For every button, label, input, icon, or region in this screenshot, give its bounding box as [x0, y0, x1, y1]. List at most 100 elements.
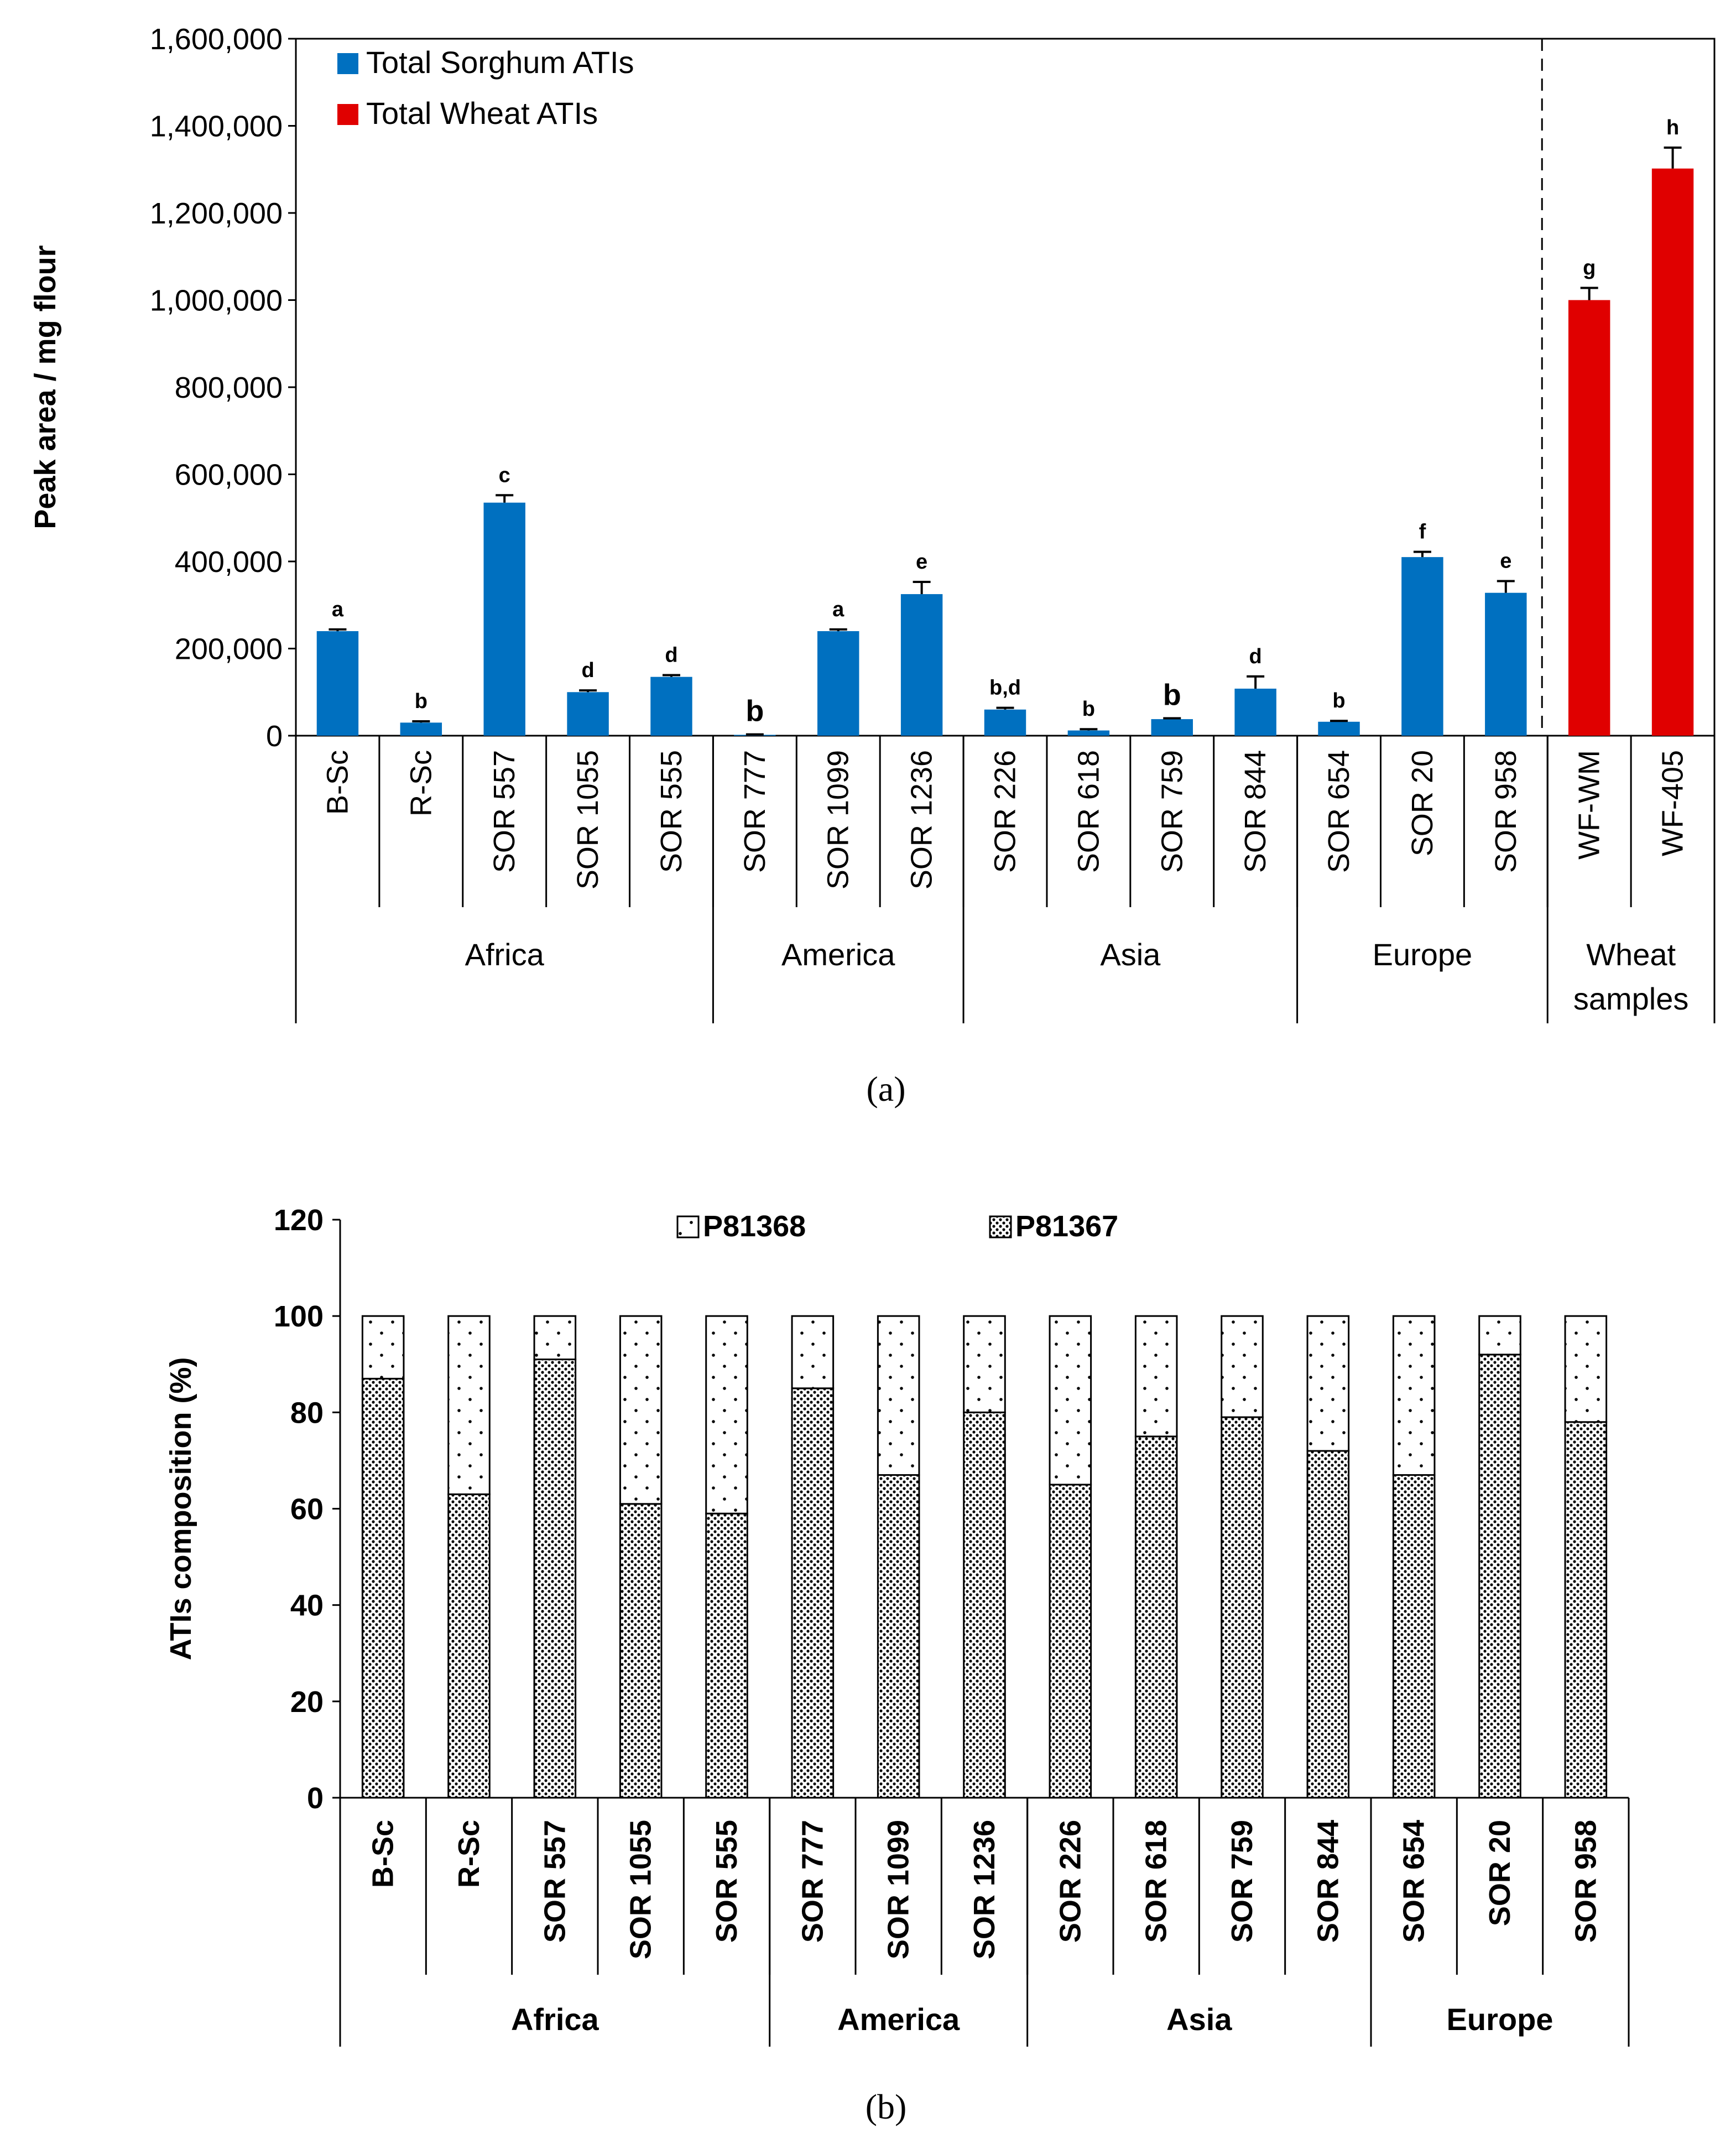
category-label: SOR 1099 [882, 1820, 915, 1959]
category-label: SOR 226 [1054, 1820, 1087, 1943]
significance-letter: b,d [989, 676, 1021, 700]
category-label: SOR 20 [1406, 750, 1439, 856]
significance-letter: b [1332, 689, 1345, 712]
stacked-bar-segment [791, 1315, 835, 1390]
bar [1485, 592, 1527, 736]
legend-label: P81368 [703, 1210, 806, 1243]
significance-letter: d [1249, 645, 1262, 668]
category-label: SOR 958 [1569, 1820, 1602, 1943]
chart-b: 0 20 40 60 80 100 120 ATIs composition (%) P8136… [164, 1204, 1630, 2126]
legend-swatch [676, 1215, 700, 1238]
group-label: Europe [1447, 2002, 1553, 2037]
category-label: R-Sc [452, 1820, 486, 1888]
group-label: Asia [1166, 2002, 1232, 2037]
significance-letter: b [1163, 679, 1181, 712]
bar [1234, 688, 1276, 736]
stacked-bar-segment [705, 1512, 748, 1799]
significance-letter: c [499, 464, 510, 487]
group-label: America [837, 2002, 960, 2037]
stacked-bar-segment [877, 1315, 920, 1476]
bar [900, 594, 943, 736]
legend-swatch [337, 104, 358, 125]
stacked-bar-segment [1049, 1484, 1092, 1799]
stacked-bar-segment [1306, 1450, 1350, 1799]
stacked-bar-segment [1564, 1421, 1608, 1799]
y-axis-title: ATIs composition (%) [164, 1357, 197, 1661]
stacked-bar-segment [1392, 1315, 1436, 1476]
legend-swatch [989, 1215, 1012, 1238]
category-label: SOR 1055 [624, 1820, 658, 1959]
category-label: B-Sc [367, 1820, 400, 1888]
stacked-bar-segment [963, 1411, 1006, 1799]
significance-letter: b [1082, 698, 1095, 721]
bar [316, 631, 359, 736]
y-tick-label: 120 [274, 1204, 324, 1237]
category-label: SOR 555 [655, 750, 688, 873]
caption-a: (a) [866, 1069, 905, 1109]
bar [483, 502, 525, 736]
category-label: SOR 1055 [571, 750, 604, 889]
y-tick-label: 0 [266, 720, 283, 753]
stacked-bar-segment [1134, 1315, 1178, 1438]
significance-letter: d [581, 659, 594, 682]
bar [1318, 721, 1360, 736]
y-tick-label: 1,000,000 [150, 284, 283, 318]
significance-letter: b [746, 695, 764, 728]
category-label: WF-405 [1656, 750, 1690, 856]
stacked-bar-segment [963, 1315, 1006, 1413]
stacked-bar-segment [533, 1315, 577, 1361]
category-label: SOR 844 [1311, 1820, 1344, 1943]
category-label: SOR 20 [1483, 1820, 1516, 1926]
category-label: SOR 654 [1322, 750, 1356, 873]
stacked-bar-segment [791, 1387, 835, 1799]
bar [567, 692, 609, 736]
category-label: R-Sc [404, 750, 437, 816]
significance-letter: b [415, 690, 428, 713]
stacked-bar-segment [1564, 1315, 1608, 1423]
category-label: SOR 1236 [968, 1820, 1001, 1959]
bar [400, 722, 442, 736]
y-tick-label: 40 [290, 1589, 324, 1622]
y-axis-title: Peak area / mg flour [29, 245, 62, 529]
significance-letter: a [832, 598, 844, 621]
stacked-bar-segment [1306, 1315, 1350, 1452]
stacked-bar-segment [447, 1493, 491, 1799]
group-label-line: samples [1573, 981, 1689, 1016]
legend-label: P81367 [1015, 1210, 1118, 1243]
category-label: SOR 557 [488, 750, 521, 873]
significance-letter: h [1666, 116, 1679, 139]
category-label: SOR 557 [538, 1820, 571, 1943]
category-label: SOR 844 [1239, 750, 1272, 873]
legend-label: Total Sorghum ATIs [366, 45, 634, 80]
y-tick-label: 1,400,000 [150, 110, 283, 143]
stacked-bar-segment [619, 1315, 663, 1505]
significance-letter: e [1500, 549, 1511, 573]
bar [1067, 730, 1110, 736]
y-tick-label: 800,000 [175, 371, 283, 404]
group-label-line: America [781, 937, 895, 972]
category-label: SOR 777 [738, 750, 771, 873]
category-label: SOR 958 [1489, 750, 1523, 873]
group-label-line: Europe [1373, 937, 1473, 972]
y-tick-label: 100 [274, 1300, 324, 1333]
stacked-bar-segment [1478, 1315, 1521, 1356]
significance-letter: d [665, 644, 677, 667]
y-tick-label: 1,600,000 [150, 23, 283, 56]
category-label: SOR 759 [1155, 750, 1188, 873]
stacked-bar-segment [877, 1474, 920, 1799]
stacked-bar-segment [533, 1359, 577, 1799]
group-label: America [781, 937, 895, 972]
caption-b: (b) [866, 2087, 907, 2126]
y-tick-label: 1,200,000 [150, 197, 283, 230]
y-tick-label: 20 [290, 1685, 324, 1719]
legend-label: Total Wheat ATIs [366, 96, 598, 131]
y-tick-label: 400,000 [175, 545, 283, 579]
stacked-bar-segment [1049, 1315, 1092, 1486]
stacked-bar-segment [1221, 1315, 1264, 1418]
group-label: Africa [511, 2002, 599, 2037]
bar [1151, 719, 1193, 736]
group-label-line: Wheat [1586, 937, 1676, 972]
category-label: SOR 618 [1072, 750, 1105, 873]
bar [984, 709, 1026, 736]
significance-letter: f [1419, 521, 1426, 544]
